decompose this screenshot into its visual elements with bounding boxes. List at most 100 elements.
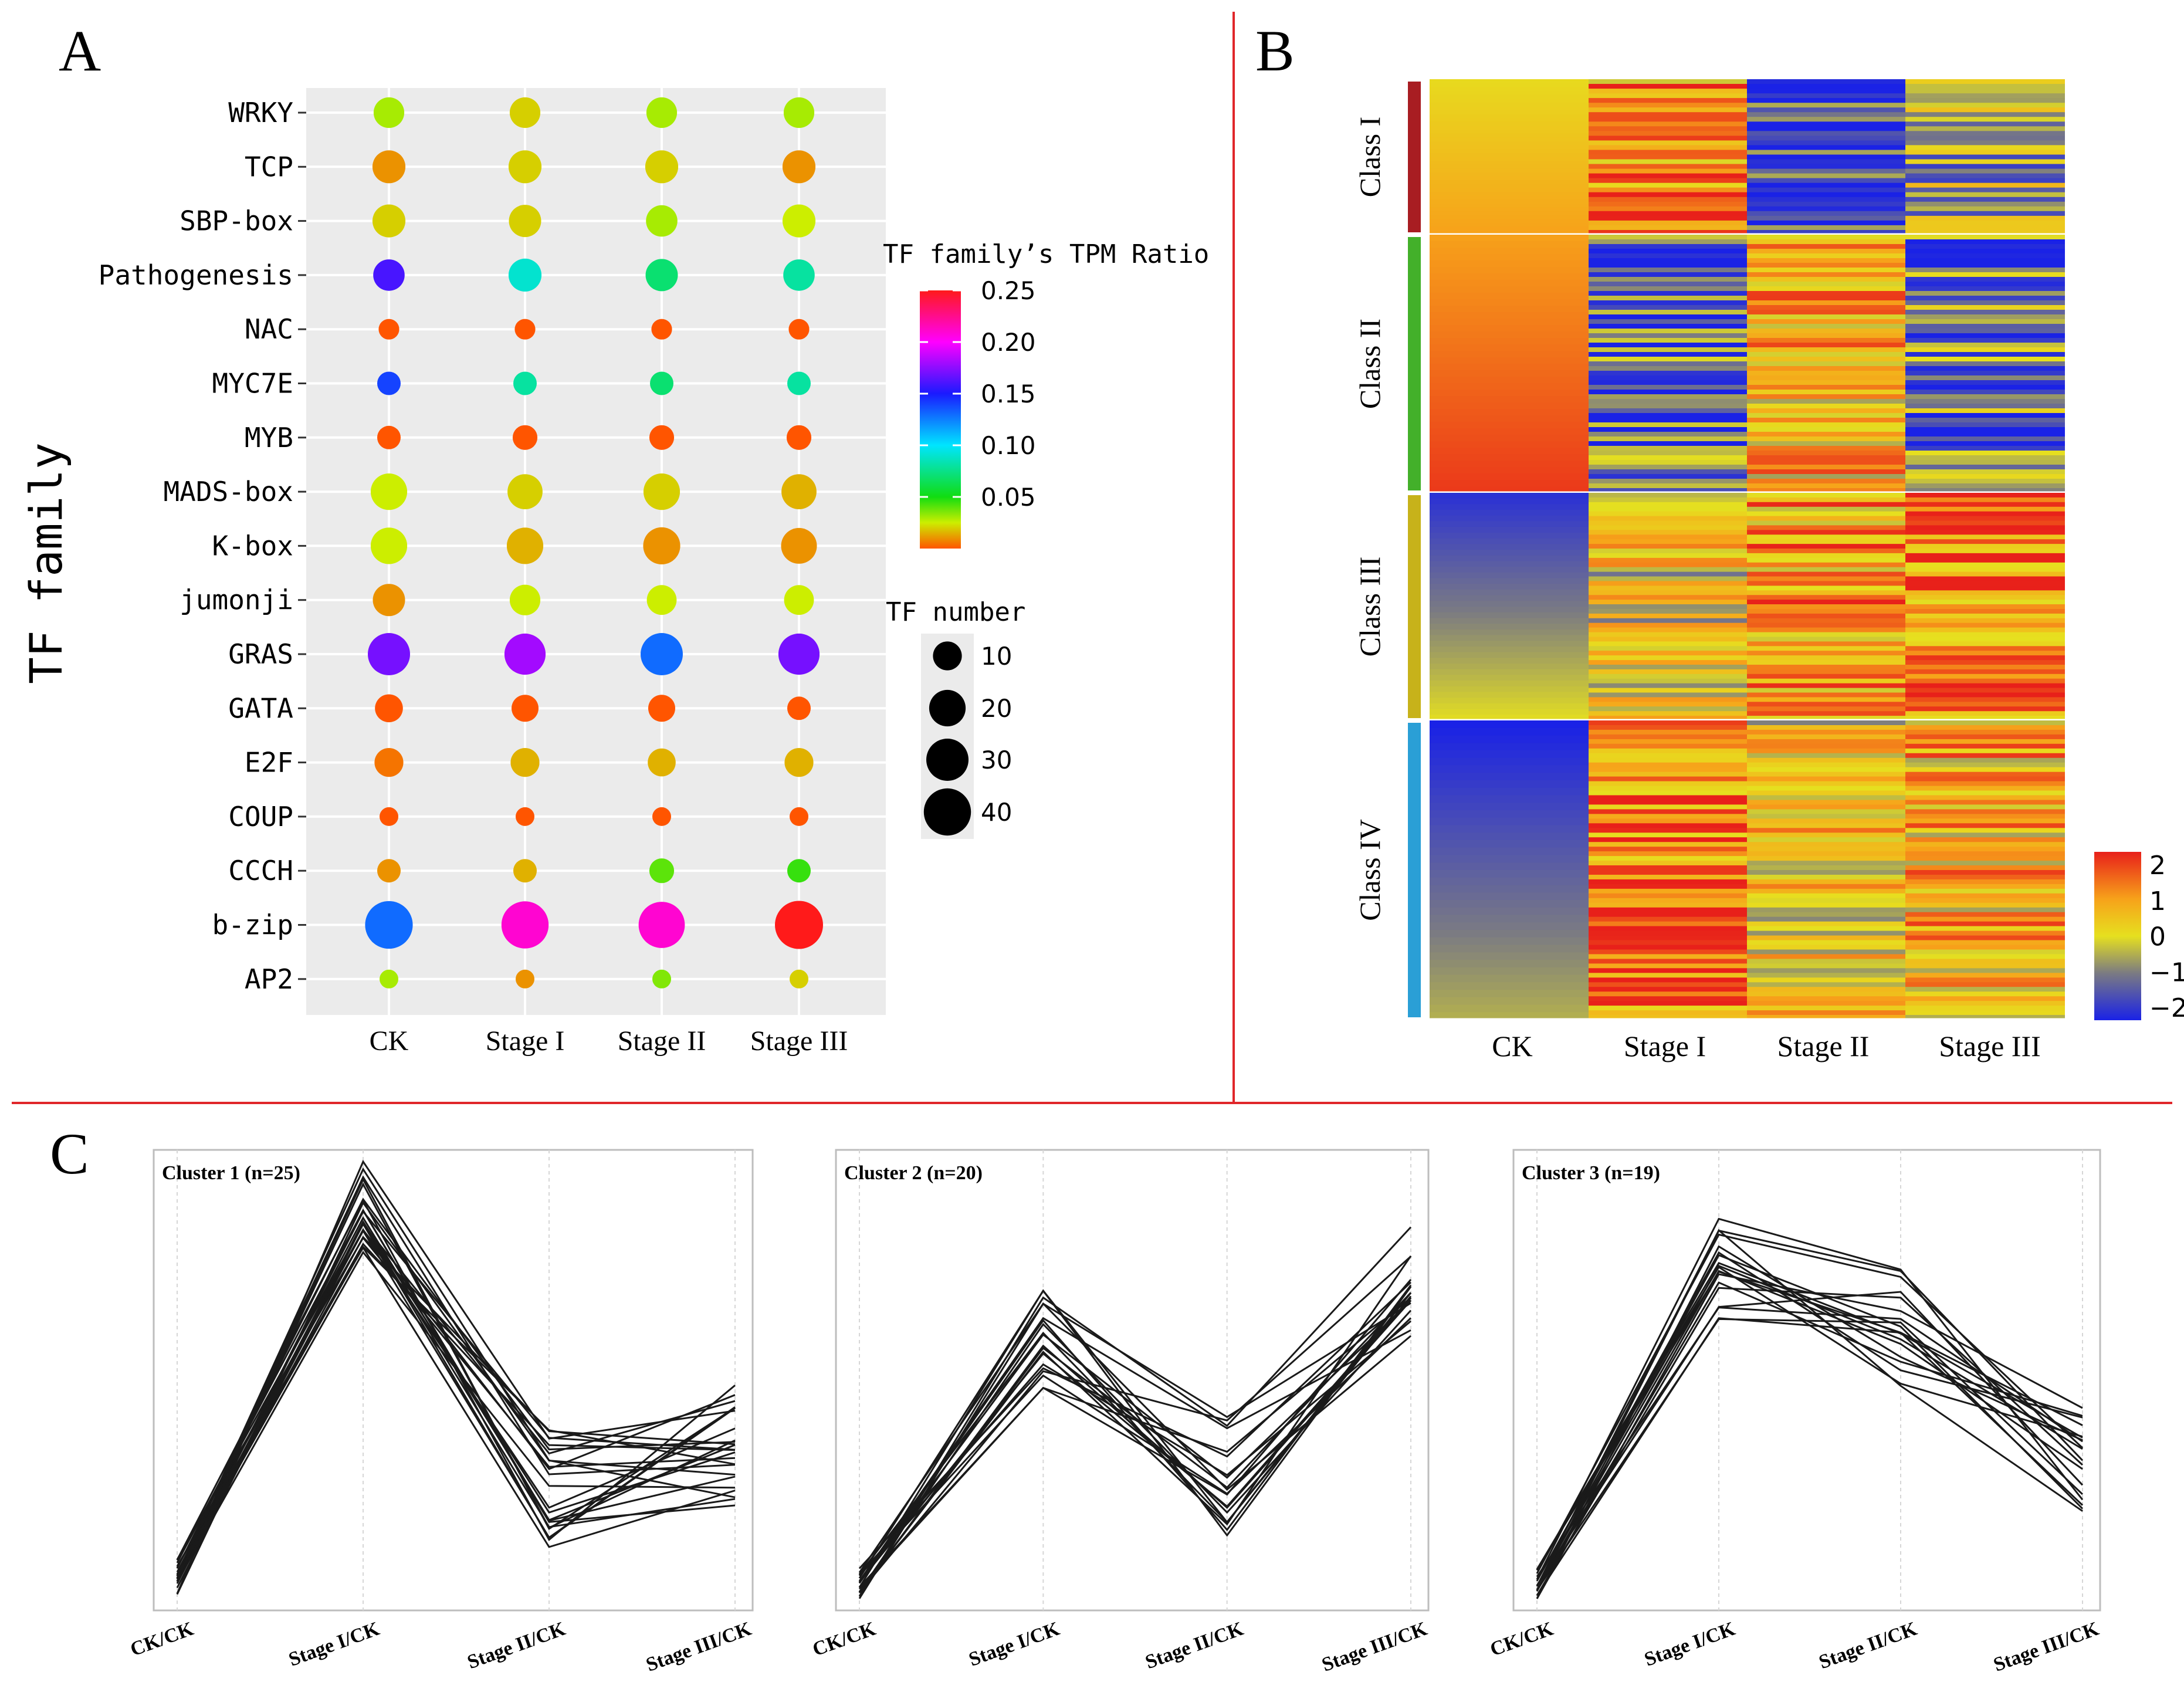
heatmap-cell	[1905, 159, 2065, 165]
heatmap-cell	[1905, 674, 2065, 679]
heatmap-cell	[1589, 762, 1747, 768]
heatmap-cell	[1747, 716, 1905, 721]
cluster-panel: Cluster 3 (n=19) CK/CK Stage I/CK Stage II/…	[1487, 1149, 2102, 1676]
cluster-x-tick-label: Stage III/CK	[643, 1618, 754, 1676]
heatmap-cell	[1589, 131, 1747, 136]
heatmap-cell	[1589, 225, 1747, 231]
heatmap-cell	[1747, 436, 1905, 442]
heatmap-cell	[1430, 757, 1589, 766]
heatmap-cell	[1589, 930, 1747, 936]
heatmap-cell	[1747, 230, 1905, 235]
heatmap-cell	[1589, 748, 1747, 754]
heatmap-cell	[1589, 823, 1747, 828]
heatmap-cell	[1589, 310, 1747, 315]
heatmap-cell	[1747, 949, 1905, 955]
heatmap-cell	[1905, 837, 2065, 842]
heatmap-cell	[1589, 178, 1747, 184]
heatmap-cell	[1747, 93, 1905, 99]
bubble	[783, 259, 815, 291]
heatmap-cell	[1430, 157, 1589, 161]
heatmap-cell	[1905, 211, 2065, 216]
bubble	[648, 748, 676, 777]
heatmap-column-label: CK	[1492, 1030, 1532, 1062]
heatmap-cell	[1747, 460, 1905, 465]
cluster-line	[858, 1302, 1411, 1573]
heatmap-cell	[1747, 748, 1905, 754]
heatmap-cell	[1905, 622, 2065, 628]
heatmap-cell	[1747, 239, 1905, 245]
heatmap-cell	[1430, 168, 1589, 173]
bubble	[648, 695, 675, 722]
heatmap-colorbar-label: 2	[2149, 851, 2166, 881]
heatmap-cell	[1747, 1001, 1905, 1006]
heatmap-cell	[1905, 394, 2065, 400]
heatmap-cell	[1905, 898, 2065, 903]
heatmap-cell	[1905, 319, 2065, 324]
panel-label-a: A	[59, 18, 101, 83]
bubble	[787, 859, 811, 883]
heatmap-cell	[1589, 201, 1747, 207]
heatmap-cell	[1905, 781, 2065, 787]
heatmap-cell	[1905, 940, 2065, 946]
heatmap-cell	[1905, 187, 2065, 193]
heatmap-cell	[1747, 729, 1905, 735]
heatmap-cell	[1589, 586, 1747, 591]
heatmap-cell	[1747, 987, 1905, 992]
heatmap-cell	[1747, 637, 1905, 642]
heatmap-cell	[1589, 357, 1747, 362]
heatmap-cell	[1905, 604, 2065, 610]
heatmap-cell	[1905, 460, 2065, 465]
heatmap-cell	[1430, 765, 1589, 773]
heatmap-cell	[1747, 117, 1905, 122]
heatmap-cell	[1589, 940, 1747, 946]
heatmap-cell	[1747, 618, 1905, 624]
heatmap-cell	[1589, 968, 1747, 973]
heatmap-cell	[1905, 557, 2065, 563]
heatmap-cell	[1747, 286, 1905, 292]
heatmap-cell	[1589, 861, 1747, 866]
heatmap-cell	[1430, 952, 1589, 960]
heatmap-cell	[1905, 112, 2065, 117]
cluster-x-tick-label: Stage III/CK	[1990, 1618, 2102, 1676]
heatmap-cell	[1430, 351, 1589, 358]
heatmap-cell	[1905, 926, 2065, 932]
heatmap-colorbar-label: 0	[2149, 922, 2166, 952]
heatmap-cell	[1430, 79, 1589, 84]
heatmap-class-label: Class III	[1353, 557, 1386, 657]
heatmap-cell	[1589, 361, 1747, 367]
color-legend-tick-label: 0.10	[981, 431, 1036, 460]
heatmap-cell	[1905, 800, 2065, 806]
heatmap-cell	[1905, 590, 2065, 595]
heatmap-cell	[1905, 338, 2065, 343]
heatmap-cell	[1905, 235, 2065, 240]
heatmap-cell	[1589, 622, 1747, 628]
heatmap-cell	[1747, 590, 1905, 595]
heatmap-cell	[1430, 390, 1589, 397]
heatmap-cell	[1430, 945, 1589, 953]
heatmap-cell	[1905, 581, 2065, 586]
cluster-x-tick-label: Stage I/CK	[1641, 1618, 1738, 1671]
heatmap-cell	[1430, 922, 1589, 930]
heatmap-cell	[1430, 664, 1589, 670]
heatmap-cell	[1905, 888, 2065, 894]
heatmap-cell	[1747, 235, 1905, 240]
heatmap-cell	[1747, 818, 1905, 824]
bubble	[380, 969, 398, 989]
heatmap-cell	[1589, 618, 1747, 624]
heatmap-cell	[1747, 516, 1905, 522]
heatmap-cell	[1589, 291, 1747, 296]
cluster-line	[1536, 1307, 2083, 1578]
heatmap-cell	[1905, 539, 2065, 544]
heatmap-column-label: Stage I	[1624, 1030, 1706, 1062]
heatmap-cell	[1747, 665, 1905, 670]
heatmap-cell	[1905, 968, 2065, 973]
heatmap-cell	[1905, 576, 2065, 581]
color-legend-tick-label: 0.15	[981, 380, 1036, 408]
heatmap-cell	[1747, 595, 1905, 600]
heatmap-cell	[1905, 729, 2065, 735]
bubble	[787, 371, 811, 395]
heatmap-cell	[1589, 455, 1747, 461]
heatmap-cell	[1905, 314, 2065, 320]
heatmap-cell	[1747, 474, 1905, 479]
heatmap-cell	[1905, 534, 2065, 540]
